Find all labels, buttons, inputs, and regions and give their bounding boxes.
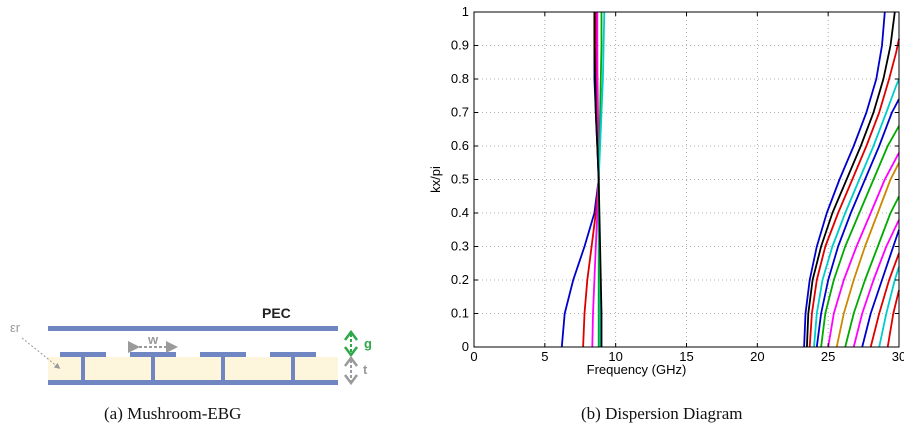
y-tick-label: 0.9 xyxy=(451,38,469,53)
caption-a: (a) Mushroom-EBG xyxy=(104,404,242,423)
x-axis-label: Frequency (GHz) xyxy=(587,362,687,377)
dispersion-curve xyxy=(813,78,900,348)
patch xyxy=(200,352,246,357)
y-tick-label: 0 xyxy=(462,339,469,354)
x-tick-label: 10 xyxy=(608,349,622,364)
epsilon-r-label: εr xyxy=(10,320,21,335)
x-tick-label: 0 xyxy=(470,349,477,364)
dispersion-curve xyxy=(861,229,900,348)
dispersion-curve xyxy=(835,162,900,348)
via xyxy=(291,357,295,380)
patch xyxy=(130,352,176,357)
y-axis-ticks: 0 0.1 0.2 0.3 0.4 0.5 0.6 0.7 0.8 0.9 1 xyxy=(451,4,899,354)
t-dimension-arrow xyxy=(344,355,358,386)
dispersion-curve xyxy=(878,266,900,348)
dispersion-curve xyxy=(886,289,900,348)
y-tick-label: 0.2 xyxy=(451,272,469,287)
dispersion-chart: 0 5 10 15 20 25 30 0 0.1 0.2 0.3 0.4 0.5 0.6 0.7 0.8 0.… xyxy=(428,4,904,377)
dispersion-figure: 0 5 10 15 20 25 30 0 0.1 0.2 0.3 0.4 0.5 0.6 0.7 0.8 0.… xyxy=(404,0,904,431)
dispersion-curve xyxy=(827,152,900,348)
via xyxy=(151,357,155,380)
patch xyxy=(270,352,316,357)
y-axis-label: kx/pi xyxy=(428,166,443,193)
y-tick-label: 0.7 xyxy=(451,105,469,120)
g-dimension-arrow xyxy=(344,329,358,358)
y-tick-label: 0.8 xyxy=(451,71,469,86)
dispersion-curve xyxy=(815,98,900,348)
series-lines xyxy=(560,11,900,348)
pec-plate xyxy=(48,326,338,331)
y-tick-label: 0.5 xyxy=(451,172,469,187)
substrate xyxy=(48,357,338,383)
mushroom-ebg-schematic: w PEC εr g t xyxy=(10,305,372,386)
dispersion-curve xyxy=(806,11,896,348)
w-label: w xyxy=(147,332,159,347)
x-tick-label: 30 xyxy=(892,349,904,364)
caption-b: (b) Dispersion Diagram xyxy=(581,404,743,423)
dispersion-curve xyxy=(593,12,603,347)
y-tick-label: 1 xyxy=(462,4,469,19)
x-tick-label: 15 xyxy=(679,349,693,364)
via xyxy=(221,357,225,380)
pec-label: PEC xyxy=(262,305,291,321)
dispersion-curve xyxy=(844,195,900,348)
y-tick-label: 0.4 xyxy=(451,205,469,220)
y-tick-label: 0.6 xyxy=(451,138,469,153)
dispersion-curve xyxy=(808,38,900,348)
mushroom-ebg-figure: w PEC εr g t xyxy=(0,0,420,431)
x-tick-label: 25 xyxy=(821,349,835,364)
ground-plane xyxy=(48,380,338,385)
dispersion-curve xyxy=(803,11,886,348)
dispersion-curve xyxy=(852,219,900,348)
x-tick-label: 5 xyxy=(541,349,548,364)
grid-lines xyxy=(474,12,899,347)
dispersion-curve xyxy=(869,252,900,348)
patch xyxy=(60,352,106,357)
g-label: g xyxy=(364,336,372,351)
y-tick-label: 0.1 xyxy=(451,306,469,321)
x-tick-label: 20 xyxy=(750,349,764,364)
x-axis-ticks: 0 5 10 15 20 25 30 xyxy=(470,12,904,364)
y-tick-label: 0.3 xyxy=(451,239,469,254)
t-label: t xyxy=(363,362,368,377)
via xyxy=(81,357,85,380)
dispersion-curve xyxy=(820,125,900,348)
